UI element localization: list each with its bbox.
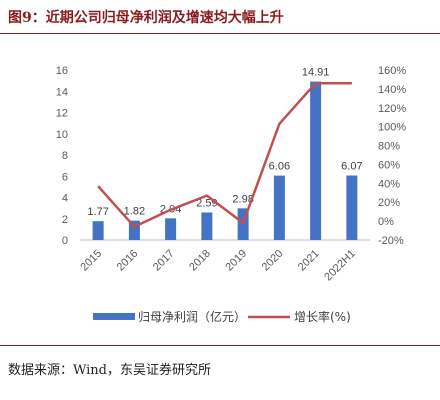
right-axis-tick: 0% [378, 216, 394, 228]
right-axis-tick: 160% [378, 65, 406, 77]
right-axis-tick: 120% [378, 103, 406, 115]
left-axis-tick: 8 [62, 150, 68, 162]
left-axis-tick: 14 [56, 86, 68, 98]
left-axis-tick: 4 [62, 193, 68, 205]
bar-2022H1 [346, 175, 358, 240]
x-axis-tick: 2017 [151, 248, 177, 274]
right-axis-tick: 100% [378, 122, 406, 134]
bar-2020 [273, 175, 285, 240]
right-axis-tick: -20% [378, 235, 404, 247]
title-rule [0, 33, 440, 34]
bar-value-label: 2.98 [232, 193, 253, 205]
left-axis-tick: 6 [62, 171, 68, 183]
right-axis-tick: 60% [378, 159, 400, 171]
bar-value-label: 14.91 [302, 67, 330, 79]
chart-area: 0 2 4 6 8 10 12 14 16 -20% 0% 20% 40% 60% 80% 100% 120%… [56, 65, 407, 324]
bar-value-label: 6.06 [269, 161, 290, 173]
x-axis-tick: 2021 [296, 248, 322, 274]
figure-title: 图9：近期公司归母净利润及增速均大幅上升 [8, 10, 284, 26]
left-axis-tick: 16 [56, 65, 68, 77]
x-axis-tick: 2020 [260, 248, 286, 274]
left-axis-tick: 2 [62, 214, 68, 226]
x-axis-tick: 2019 [223, 248, 249, 274]
bar-2015 [92, 221, 104, 240]
left-axis-tick: 10 [56, 129, 68, 141]
left-axis-tick: 0 [62, 235, 68, 247]
bar-2016 [128, 220, 140, 240]
legend: 归母净利润（亿元） 增长率(%) [93, 309, 351, 324]
right-axis-tick: 80% [378, 141, 400, 153]
source-rule [0, 345, 440, 346]
x-axis-tick: 2022H1 [322, 248, 358, 284]
growth-line [97, 81, 352, 229]
right-axis: -20% 0% 20% 40% 60% 80% 100% 120% 140% 160% [378, 65, 406, 247]
left-axis-tick: 12 [56, 108, 68, 120]
source-note: 数据来源：Wind，东吴证券研究所 [8, 363, 211, 378]
right-axis-tick: 20% [378, 197, 400, 209]
bar-2021 [310, 81, 322, 240]
x-axis-labels: 2015 2016 2017 2018 2019 2020 2021 2022H1 [78, 248, 358, 284]
left-axis: 0 2 4 6 8 10 12 14 16 [56, 65, 68, 247]
bar-2018 [201, 212, 213, 240]
right-axis-tick: 40% [378, 178, 400, 190]
bar-value-label: 1.82 [124, 206, 145, 218]
legend-bar-label: 归母净利润（亿元） [138, 309, 246, 324]
bar-value-label: 1.77 [87, 206, 108, 218]
legend-line-label: 增长率(%) [294, 309, 351, 324]
legend-bar-swatch [93, 313, 135, 320]
x-axis-tick: 2015 [78, 248, 104, 274]
bar-2017 [165, 218, 177, 240]
x-axis-tick: 2018 [187, 248, 213, 274]
bar-value-label: 6.07 [341, 161, 362, 173]
right-axis-tick: 140% [378, 84, 406, 96]
x-axis-tick: 2016 [115, 248, 141, 274]
